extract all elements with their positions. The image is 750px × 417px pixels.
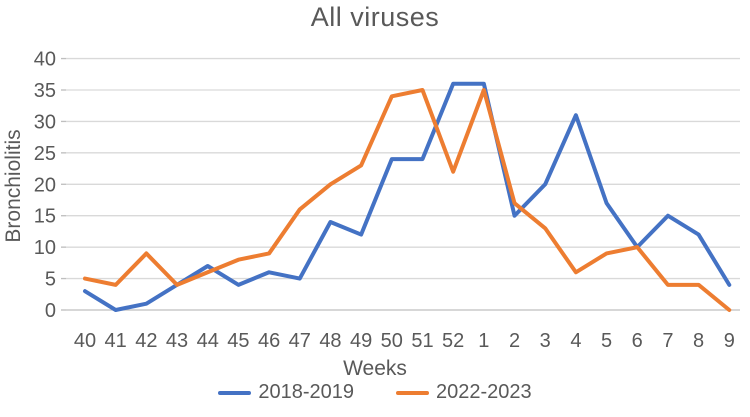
x-tick-label: 44: [197, 330, 219, 352]
legend-marker-2022-2023-icon: [396, 390, 429, 395]
x-tick-label: 4: [570, 330, 581, 352]
x-tick-label: 47: [289, 330, 311, 352]
y-tick-label: 15: [34, 206, 56, 228]
x-tick-label: 9: [724, 330, 735, 352]
x-tick-label: 43: [166, 330, 188, 352]
x-tick-label: 2: [509, 330, 520, 352]
x-tick-label: 7: [662, 330, 673, 352]
x-tick-label: 5: [601, 330, 612, 352]
x-tick-label: 1: [478, 330, 489, 352]
x-tick-label: 41: [105, 330, 127, 352]
y-tick-label: 35: [34, 80, 56, 102]
x-tick-label: 8: [693, 330, 704, 352]
y-tick-label: 30: [34, 111, 56, 133]
x-tick-label: 42: [135, 330, 157, 352]
x-tick-label: 50: [381, 330, 403, 352]
series-line-2018-2019: [83, 81, 732, 312]
x-tick-label: 52: [442, 330, 464, 352]
y-tick-label: 20: [34, 174, 56, 196]
x-tick-label: 45: [227, 330, 249, 352]
x-tick-label: 51: [411, 330, 433, 352]
x-tick-label: 49: [350, 330, 372, 352]
legend-marker-2018-2019-icon: [218, 390, 252, 395]
series-line-2022-2023: [83, 88, 732, 312]
x-axis-title: Weeks: [343, 357, 407, 380]
x-tick-label: 3: [540, 330, 551, 352]
legend-label-2022-2023: 2022-2023: [436, 381, 532, 403]
y-tick-label: 40: [34, 49, 56, 71]
x-tick-label: 40: [74, 330, 96, 352]
x-tick-label: 46: [258, 330, 280, 352]
y-tick-label: 25: [34, 143, 56, 165]
x-tick-label: 6: [632, 330, 643, 352]
y-tick-label: 10: [34, 237, 56, 259]
legend-label-2018-2019: 2018-2019: [258, 381, 354, 403]
legend-item-2022-2023: 2022-2023: [396, 381, 532, 404]
legend: 2018-2019 2022-2023: [0, 381, 750, 404]
chart-title: All viruses: [310, 2, 440, 32]
y-tick-label: 5: [45, 269, 56, 291]
legend-item-2018-2019: 2018-2019: [218, 381, 354, 404]
y-tick-label: 0: [45, 300, 56, 322]
x-tick-label: 48: [319, 330, 341, 352]
